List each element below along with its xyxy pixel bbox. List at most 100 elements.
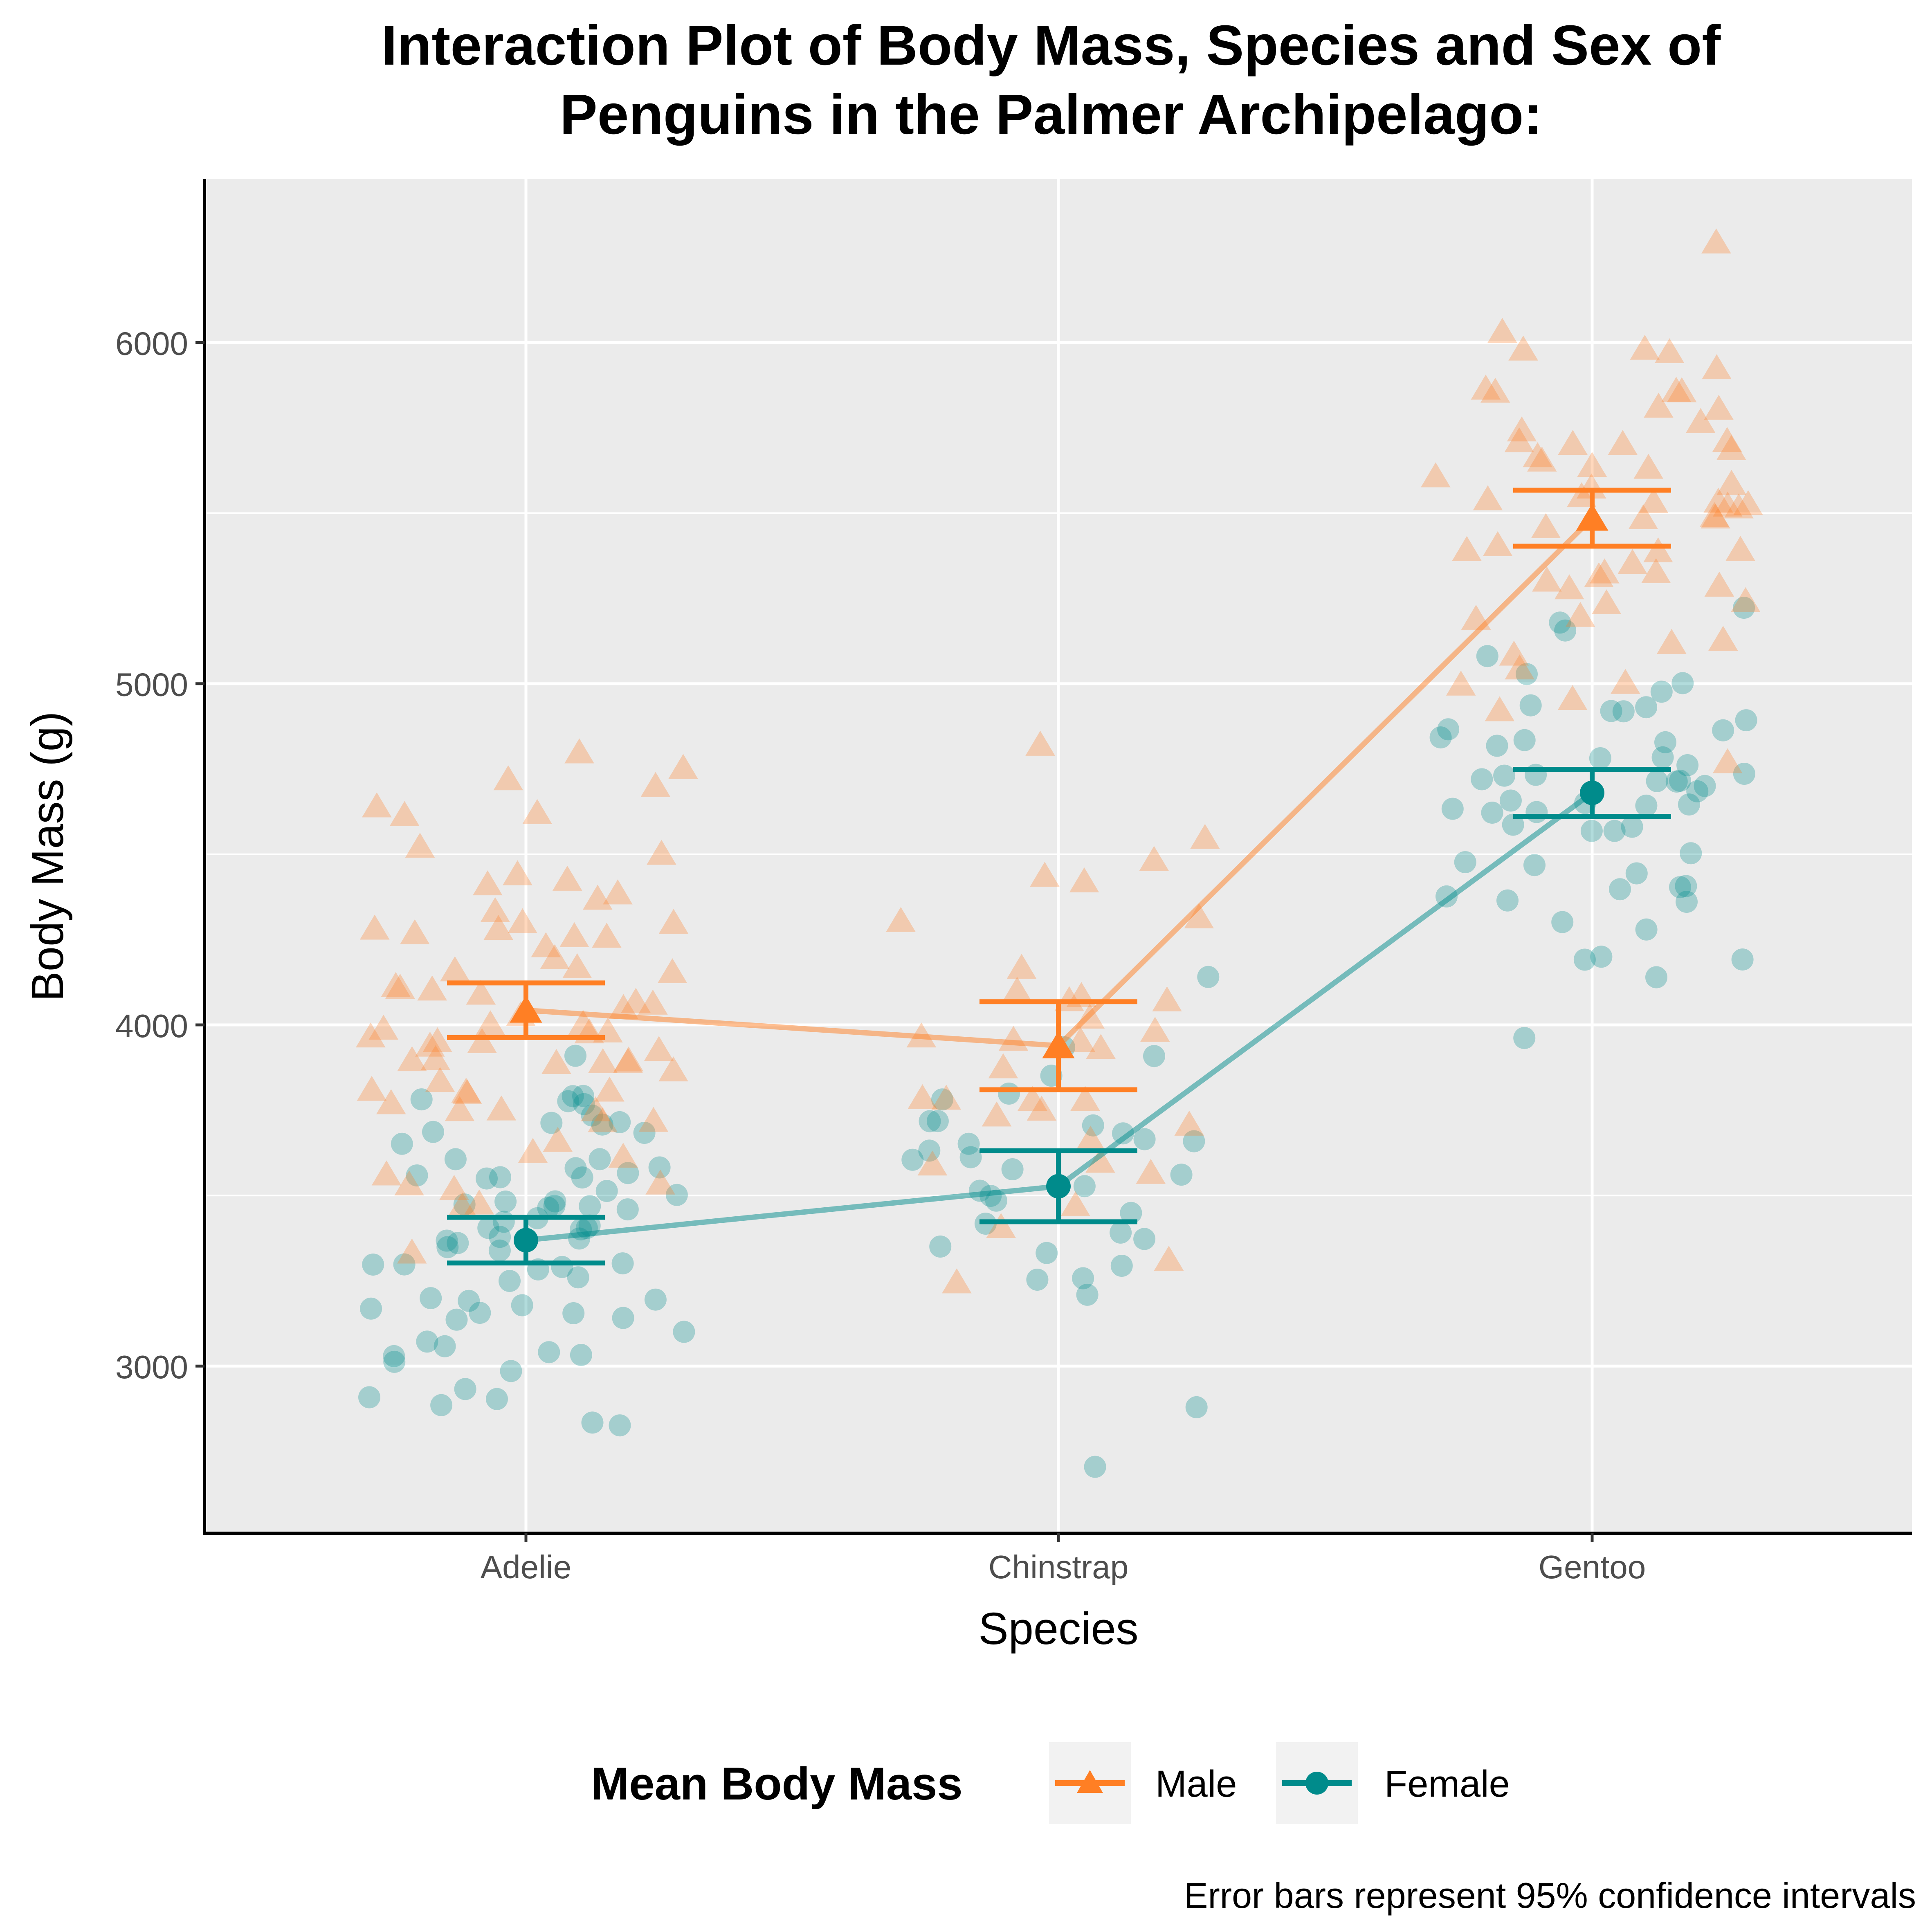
data-point-male (1174, 1110, 1204, 1136)
data-point-male (1531, 513, 1561, 538)
data-point-male (1505, 654, 1534, 680)
data-point-male (1507, 416, 1537, 442)
data-point-male (397, 1238, 427, 1264)
mean-marker-female (1046, 1174, 1071, 1199)
data-point-male (422, 1027, 452, 1052)
data-point-female (562, 1302, 585, 1324)
data-point-female (406, 1164, 428, 1187)
data-point-male (613, 1048, 643, 1073)
data-point-female (492, 1211, 515, 1233)
data-point-female (447, 1232, 469, 1254)
data-point-female (486, 1388, 508, 1410)
data-point-male (1473, 485, 1503, 510)
data-point-female (1513, 729, 1536, 751)
data-point-female (1073, 1175, 1096, 1197)
data-point-male (668, 754, 698, 779)
data-point-male (1483, 531, 1513, 556)
data-point-male (475, 1010, 505, 1036)
data-point-female (929, 1236, 952, 1258)
data-point-female (494, 1191, 517, 1213)
data-point-male (588, 1107, 618, 1132)
data-point-male (917, 1150, 948, 1176)
data-point-male (1136, 1159, 1166, 1184)
data-point-female (1694, 775, 1716, 797)
mean-marker-male (1576, 503, 1609, 531)
data-point-female (1665, 771, 1688, 793)
data-point-female (644, 1288, 667, 1311)
data-point-female (445, 1308, 468, 1331)
data-point-male (1661, 377, 1691, 402)
data-point-female (489, 1166, 511, 1188)
data-point-female (1476, 645, 1498, 667)
chart-caption: Error bars represent 95% confidence inte… (1184, 1875, 1916, 1916)
data-point-male (1485, 696, 1515, 721)
data-point-female (1671, 672, 1694, 694)
data-point-female (383, 1345, 405, 1367)
legend-label-male: Male (1155, 1763, 1237, 1805)
data-point-male (451, 1078, 481, 1103)
data-point-female (1551, 911, 1574, 933)
data-point-male (531, 932, 561, 957)
data-point-male (1701, 228, 1731, 254)
data-point-female (1486, 735, 1508, 757)
data-point-male (1611, 669, 1640, 694)
data-point-male (1025, 730, 1055, 756)
data-point-female (1519, 694, 1542, 717)
data-point-female (1084, 1456, 1106, 1478)
data-point-female (537, 1197, 559, 1219)
data-point-female (420, 1287, 442, 1310)
data-point-female (1525, 801, 1548, 823)
data-point-male (568, 1010, 598, 1035)
data-point-female (476, 1167, 498, 1190)
data-point-male (439, 1175, 469, 1200)
y-tick-label: 6000 (115, 325, 188, 362)
data-point-male (362, 792, 392, 818)
data-point-female (1481, 802, 1503, 824)
data-point-male (405, 833, 435, 858)
data-point-male (657, 958, 687, 984)
data-point-female (998, 1083, 1020, 1105)
y-tick-label: 3000 (115, 1349, 188, 1385)
data-point-male (1070, 1086, 1100, 1111)
data-point-female (538, 1341, 560, 1364)
data-point-female (1669, 876, 1691, 899)
mean-marker-male (510, 995, 542, 1023)
data-point-male (445, 1096, 475, 1121)
data-point-male (1480, 377, 1510, 403)
data-point-female (1026, 1269, 1049, 1291)
data-point-male (644, 1036, 674, 1061)
data-point-female (1185, 1396, 1208, 1418)
data-point-female (1589, 747, 1611, 769)
data-point-female (572, 1085, 594, 1107)
data-point-male (417, 975, 447, 1001)
data-point-male (1730, 587, 1761, 612)
data-point-female (673, 1321, 695, 1343)
data-point-female (901, 1148, 924, 1171)
data-point-female (1678, 793, 1700, 816)
data-point-male (541, 1049, 571, 1074)
data-point-female (1429, 726, 1452, 749)
data-point-male (540, 944, 570, 969)
data-point-male (400, 919, 430, 944)
data-point-female (1573, 948, 1596, 971)
data-point-female (436, 1236, 459, 1258)
data-point-female (362, 1254, 384, 1276)
legend-key-male (1055, 1770, 1125, 1793)
data-point-female (959, 1146, 982, 1168)
data-point-female (581, 1104, 603, 1127)
data-point-female (434, 1335, 456, 1357)
data-point-female (1513, 1027, 1536, 1049)
data-point-female (1110, 1221, 1132, 1244)
data-point-male (595, 1076, 625, 1102)
data-point-female (1072, 1267, 1094, 1289)
data-point-male (1508, 335, 1538, 361)
data-point-male (942, 1268, 972, 1294)
data-point-male (1487, 318, 1517, 343)
data-point-male (1716, 470, 1747, 495)
data-point-male (1590, 558, 1620, 584)
data-point-female (1082, 1114, 1104, 1137)
data-point-female (436, 1229, 458, 1252)
data-point-male (1139, 846, 1169, 871)
data-point-male (564, 738, 594, 764)
data-point-male (588, 1048, 618, 1074)
